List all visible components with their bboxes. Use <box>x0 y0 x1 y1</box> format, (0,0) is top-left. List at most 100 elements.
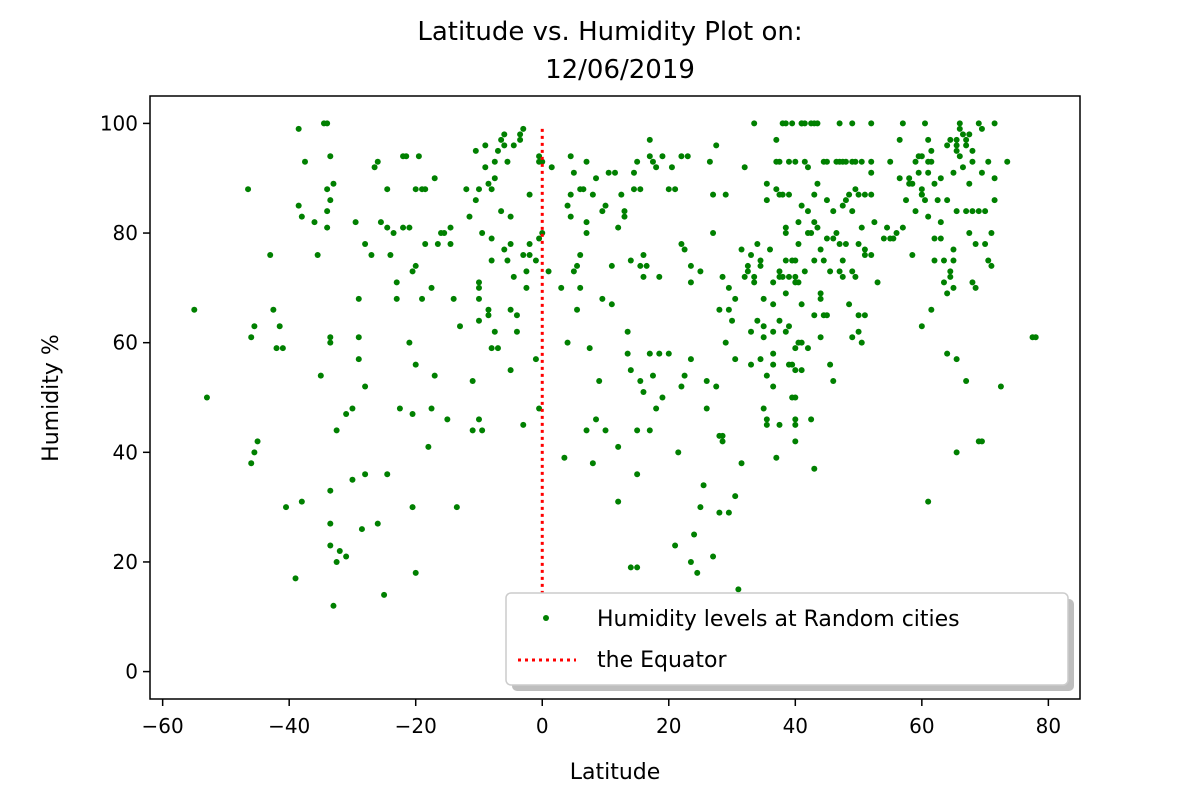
scatter-point <box>441 230 448 237</box>
scatter-point <box>956 120 963 127</box>
scatter-point <box>855 191 862 198</box>
scatter-point <box>985 158 992 165</box>
scatter-point <box>494 345 501 352</box>
scatter-point <box>279 345 286 352</box>
scatter-point <box>846 301 853 308</box>
scatter-point <box>773 136 780 143</box>
x-axis-label: Latitude <box>570 760 661 785</box>
scatter-point <box>890 235 897 242</box>
scatter-point <box>861 251 868 258</box>
scatter-point <box>276 323 283 330</box>
scatter-point <box>390 230 397 237</box>
scatter-point <box>561 454 568 461</box>
y-tick-label: 100 <box>100 111 138 135</box>
scatter-point <box>637 378 644 385</box>
scatter-point <box>808 230 815 237</box>
scatter-point <box>501 131 508 138</box>
scatter-point <box>475 295 482 302</box>
scatter-point <box>988 230 995 237</box>
scatter-point <box>741 273 748 280</box>
scatter-point <box>574 306 581 313</box>
scatter-point <box>874 279 881 286</box>
scatter-point <box>358 526 365 533</box>
scatter-point <box>526 251 533 258</box>
scatter-point <box>839 273 846 280</box>
scatter-point <box>687 279 694 286</box>
scatter-point <box>823 312 830 319</box>
scatter-point <box>978 125 985 132</box>
scatter-point <box>273 345 280 352</box>
scatter-point <box>510 273 517 280</box>
scatter-point <box>599 295 606 302</box>
scatter-point <box>760 334 767 341</box>
scatter-point <box>966 131 973 138</box>
scatter-point <box>558 284 565 291</box>
scatter-point <box>710 553 717 560</box>
scatter-point <box>602 202 609 209</box>
scatter-point <box>706 158 713 165</box>
scatter-point <box>295 202 302 209</box>
legend-label-equator: the Equator <box>597 648 727 673</box>
scatter-point <box>327 487 334 494</box>
scatter-point <box>422 241 429 248</box>
scatter-point <box>637 186 644 193</box>
scatter-point <box>539 158 546 165</box>
scatter-point <box>368 251 375 258</box>
scatter-point <box>475 416 482 423</box>
scatter-point <box>953 136 960 143</box>
scatter-point <box>254 438 261 445</box>
chart-title: Latitude vs. Humidity Plot on: <box>417 17 802 47</box>
scatter-point <box>665 186 672 193</box>
scatter-point <box>343 410 350 417</box>
scatter-point <box>526 191 533 198</box>
scatter-point <box>855 312 862 319</box>
scatter-point <box>656 273 663 280</box>
scatter-point <box>295 125 302 132</box>
scatter-point <box>248 334 255 341</box>
scatter-point <box>782 224 789 231</box>
scatter-point <box>475 279 482 286</box>
scatter-point <box>997 383 1004 390</box>
scatter-point <box>839 202 846 209</box>
scatter-point <box>972 241 979 248</box>
scatter-point <box>738 246 745 253</box>
legend-box <box>505 592 1069 686</box>
scatter-point <box>469 378 476 385</box>
scatter-point <box>988 262 995 269</box>
scatter-point <box>640 389 647 396</box>
scatter-point <box>861 246 868 253</box>
scatter-point <box>719 273 726 280</box>
scatter-point <box>950 169 957 176</box>
scatter-point <box>640 273 647 280</box>
scatter-point <box>646 136 653 143</box>
scatter-point <box>969 158 976 165</box>
scatter-point <box>880 235 887 242</box>
scatter-point <box>969 208 976 215</box>
scatter-point <box>532 257 539 264</box>
scatter-point <box>785 323 792 330</box>
scatter-point <box>792 367 799 374</box>
scatter-point <box>861 312 868 319</box>
scatter-point <box>513 312 520 319</box>
scatter-point <box>621 208 628 215</box>
scatter-point <box>975 120 982 127</box>
scatter-point <box>577 251 584 258</box>
scatter-point <box>431 372 438 379</box>
scatter-point <box>937 235 944 242</box>
scatter-point <box>751 120 758 127</box>
scatter-point <box>362 471 369 478</box>
scatter-point <box>612 169 618 176</box>
scatter-point <box>672 542 679 549</box>
scatter-point <box>966 180 973 187</box>
scatter-point <box>982 208 989 215</box>
scatter-point <box>899 120 906 127</box>
scatter-point <box>928 147 935 154</box>
scatter-point <box>931 235 938 242</box>
scatter-point <box>719 432 726 439</box>
scatter-point <box>849 120 856 127</box>
scatter-point <box>393 295 400 302</box>
scatter-point <box>795 241 802 248</box>
scatter-point <box>811 465 818 472</box>
scatter-point <box>776 158 783 165</box>
